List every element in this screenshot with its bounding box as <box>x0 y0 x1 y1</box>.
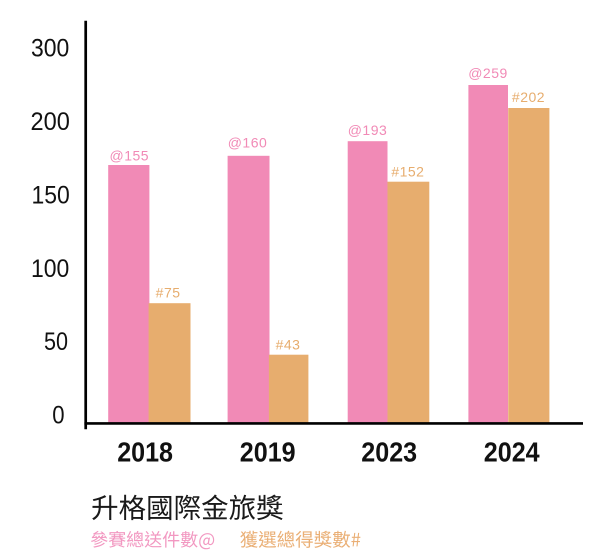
svg-text:#202: #202 <box>512 89 545 105</box>
svg-text:2018: 2018 <box>117 436 173 467</box>
svg-text:200: 200 <box>31 108 70 136</box>
svg-text:50: 50 <box>44 328 68 356</box>
svg-text:#152: #152 <box>391 163 424 179</box>
svg-text:100: 100 <box>31 255 69 283</box>
svg-text:2019: 2019 <box>240 436 296 467</box>
svg-text:0: 0 <box>52 401 64 429</box>
svg-text:@160: @160 <box>228 135 268 151</box>
svg-text:150: 150 <box>32 181 70 209</box>
svg-text:300: 300 <box>31 35 69 63</box>
svg-text:@155: @155 <box>110 147 150 163</box>
svg-text:2024: 2024 <box>484 436 540 467</box>
svg-text:@259: @259 <box>468 65 508 81</box>
svg-text:#43: #43 <box>276 337 301 353</box>
svg-text:#75: #75 <box>156 284 181 300</box>
svg-text:@193: @193 <box>348 122 388 138</box>
svg-text:2023: 2023 <box>361 436 417 467</box>
